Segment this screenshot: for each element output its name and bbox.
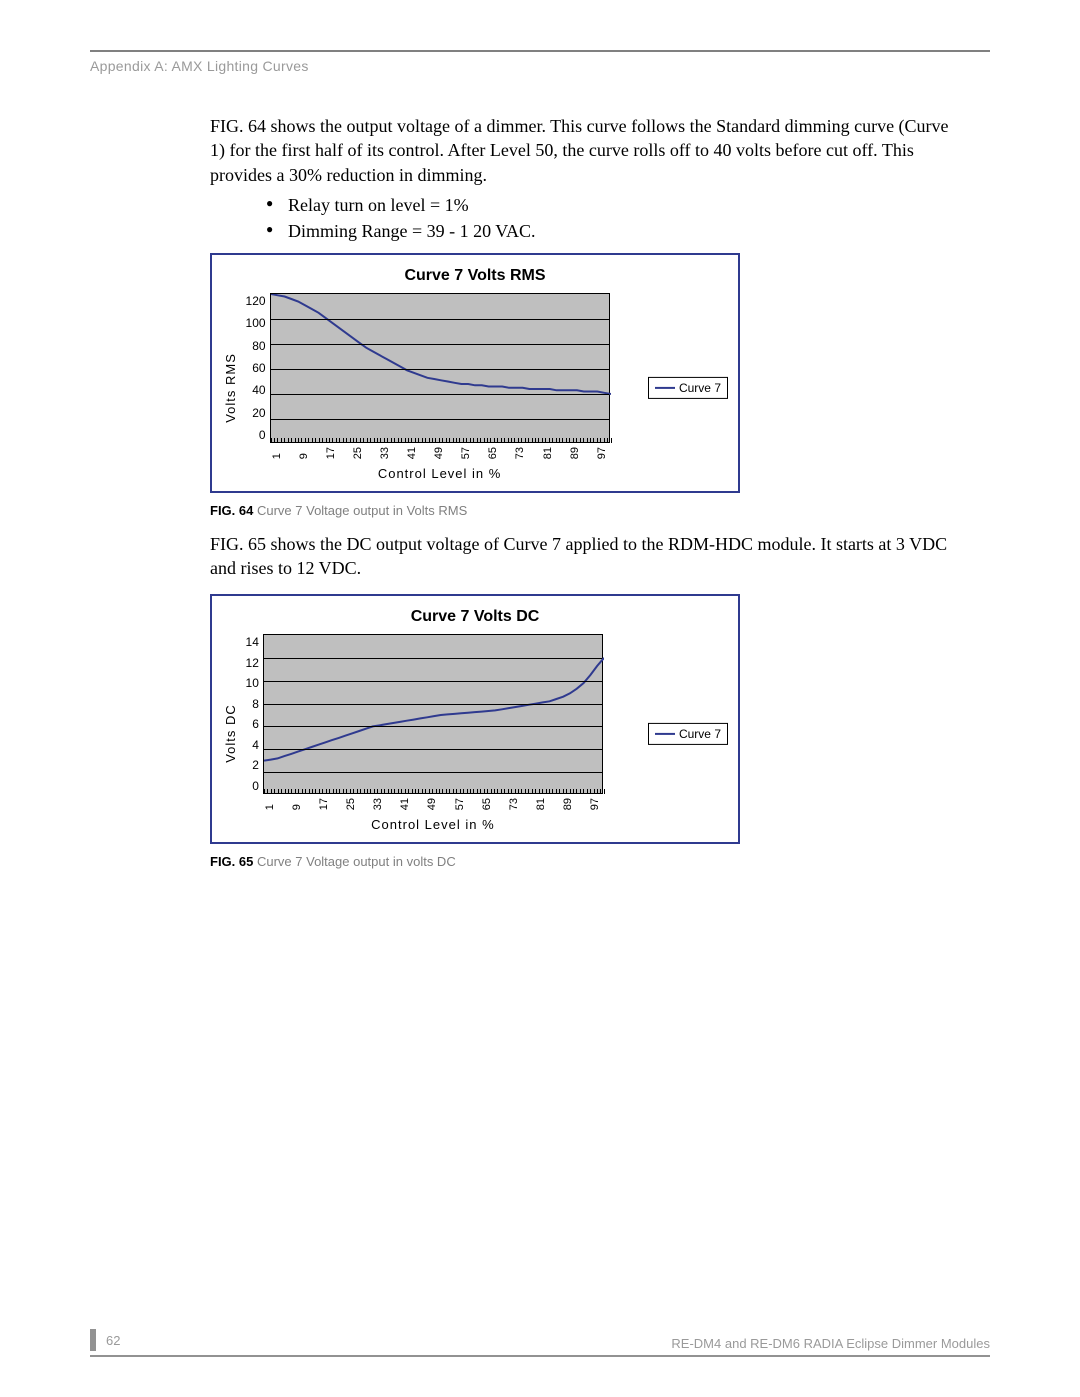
chart1-xticks: 191725334149576573818997 [270, 443, 610, 459]
chart1-xlabel: Control Level in % [270, 459, 610, 483]
page-number: 62 [106, 1333, 120, 1348]
fig65-number: FIG. 65 [210, 854, 253, 869]
header-section-title: Appendix A: AMX Lighting Curves [90, 58, 990, 74]
chart1-plot-area [270, 293, 610, 443]
chart2-legend-label: Curve 7 [679, 726, 721, 742]
fig64-text: Curve 7 Voltage output in Volts RMS [257, 503, 467, 518]
chart2-yticks: 14121086420 [242, 634, 263, 794]
figure64-caption: FIG. 64 Curve 7 Voltage output in Volts … [210, 503, 990, 518]
chart-curve7-rms: Curve 7 Volts RMS Volts RMS 120100806040… [210, 253, 740, 492]
chart2-xticks: 191725334149576573818997 [263, 794, 603, 810]
bullet-relay: Relay turn on level = 1% [266, 193, 950, 217]
chart1-ylabel: Volts RMS [220, 293, 242, 483]
fig65-text: Curve 7 Voltage output in volts DC [257, 854, 456, 869]
header-rule [90, 50, 990, 52]
chart2-title: Curve 7 Volts DC [220, 606, 730, 628]
chart-curve7-dc: Curve 7 Volts DC Volts DC 14121086420 Cu… [210, 594, 740, 843]
chart1-legend-label: Curve 7 [679, 380, 721, 396]
chart2-line [264, 635, 604, 795]
page-footer: 62 RE-DM4 and RE-DM6 RADIA Eclipse Dimme… [90, 1329, 990, 1357]
figure65-caption: FIG. 65 Curve 7 Voltage output in volts … [210, 854, 990, 869]
footer-doc-title: RE-DM4 and RE-DM6 RADIA Eclipse Dimmer M… [671, 1336, 990, 1351]
mid-paragraph: FIG. 65 shows the DC output voltage of C… [210, 532, 950, 581]
intro-paragraph: FIG. 64 shows the output voltage of a di… [210, 114, 950, 187]
chart1-title: Curve 7 Volts RMS [220, 265, 730, 287]
chart1-legend: Curve 7 [648, 377, 728, 399]
bullet-dimming-range: Dimming Range = 39 - 1 20 VAC. [266, 219, 950, 243]
fig64-number: FIG. 64 [210, 503, 253, 518]
chart2-xlabel: Control Level in % [263, 810, 603, 834]
chart2-ylabel: Volts DC [220, 634, 242, 834]
chart1-yticks: 120100806040200 [242, 293, 270, 443]
chart2-plot-area [263, 634, 603, 794]
chart2-legend: Curve 7 [648, 723, 728, 745]
